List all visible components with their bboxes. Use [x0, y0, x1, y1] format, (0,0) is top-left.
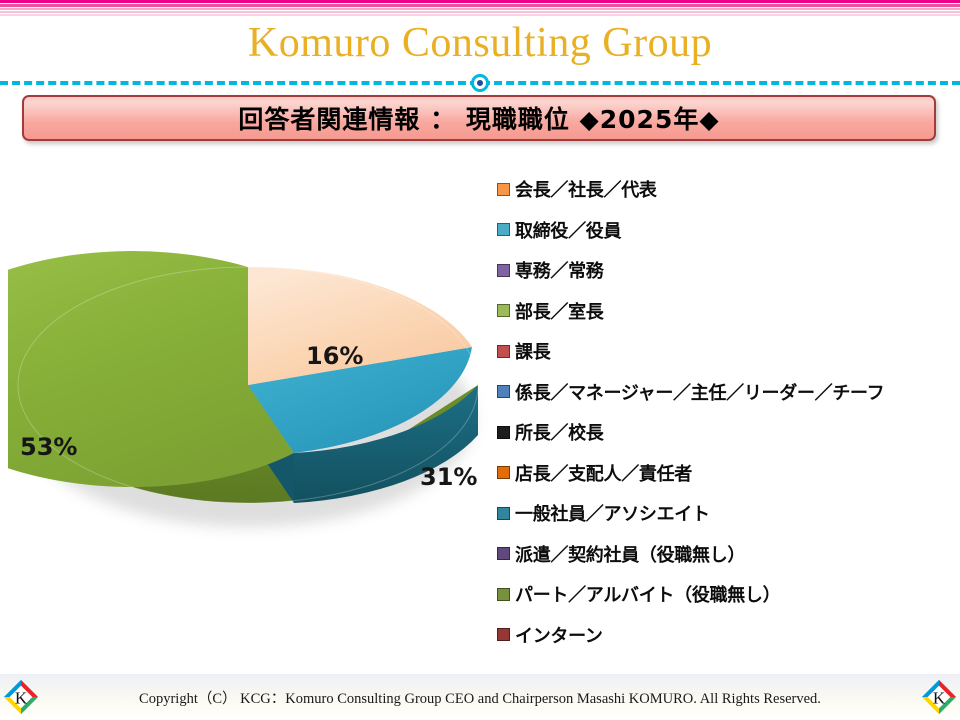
footer-bar: K Copyright（C） KCG：Komuro Consulting Gro… — [0, 674, 960, 720]
legend-label-1: 取締役／役員 — [515, 220, 622, 242]
legend-item-3[interactable]: 部長／室長 — [497, 291, 960, 332]
legend-item-5[interactable]: 係長／マネージャー／主任／リーダー／チーフ — [497, 372, 960, 413]
legend-swatch-icon-5 — [497, 385, 510, 399]
pie-slice-blue — [248, 347, 472, 453]
legend-label-10: パート／アルバイト（役職無し） — [515, 585, 781, 607]
legend-item-1[interactable]: 取締役／役員 — [497, 210, 960, 251]
legend-item-4[interactable]: 課長 — [497, 331, 960, 372]
chart-legend: 会長／社長／代表 取締役／役員 専務／常務 部長／室長 課長 係長／マネージャー… — [497, 169, 960, 655]
pie-label-31: 31% — [420, 463, 478, 491]
subtitle-banner-text: 回答者関連情報 ： 現職職位 ◆2025年◆ — [238, 105, 720, 134]
stripe-3 — [0, 8, 960, 10]
legend-item-0[interactable]: 会長／社長／代表 — [497, 169, 960, 210]
pie-chart-svg — [8, 251, 479, 504]
legend-swatch-icon-6 — [497, 425, 510, 439]
legend-swatch-icon-2 — [497, 263, 510, 277]
legend-label-5: 係長／マネージャー／主任／リーダー／チーフ — [515, 382, 885, 404]
legend-item-9[interactable]: 派遣／契約社員（役職無し） — [497, 534, 960, 575]
legend-item-7[interactable]: 店長／支配人／責任者 — [497, 453, 960, 494]
kcg-logo-right-icon: K — [921, 679, 957, 715]
legend-swatch-icon-0 — [497, 182, 510, 196]
bullseye-ornament-icon — [471, 74, 489, 92]
legend-label-7: 店長／支配人／責任者 — [515, 463, 692, 485]
svg-text:K: K — [933, 689, 946, 708]
legend-label-4: 課長 — [515, 342, 551, 364]
pie-label-16: 16% — [306, 342, 364, 370]
stripe-1 — [0, 0, 960, 3]
chart-area: 16% 31% 53% 会長／社長／代表 取締役／役員 専務／常務 部長／室長 — [0, 155, 960, 660]
stripe-4 — [0, 11, 960, 13]
legend-swatch-icon-11 — [497, 628, 510, 642]
legend-swatch-icon-4 — [497, 344, 510, 358]
pie-chart: 16% 31% 53% — [8, 235, 488, 555]
pie-slice-green — [8, 251, 294, 488]
legend-swatch-icon-8 — [497, 506, 510, 520]
legend-item-8[interactable]: 一般社員／アソシエイト — [497, 493, 960, 534]
legend-label-11: インターン — [515, 625, 603, 647]
legend-item-10[interactable]: パート／アルバイト（役職無し） — [497, 574, 960, 615]
legend-item-11[interactable]: インターン — [497, 615, 960, 656]
subtitle-banner: 回答者関連情報 ： 現職職位 ◆2025年◆ — [22, 95, 936, 141]
title-divider — [0, 72, 960, 94]
legend-label-6: 所長／校長 — [515, 423, 604, 445]
stripe-2 — [0, 4, 960, 7]
legend-item-2[interactable]: 専務／常務 — [497, 250, 960, 291]
svg-text:K: K — [15, 689, 28, 708]
legend-label-0: 会長／社長／代表 — [515, 180, 657, 202]
legend-label-8: 一般社員／アソシエイト — [515, 504, 710, 526]
pie-side-blue — [294, 385, 478, 503]
legend-swatch-icon-1 — [497, 223, 510, 237]
pie-label-53: 53% — [20, 433, 78, 461]
top-stripe-decoration — [0, 0, 960, 18]
legend-item-6[interactable]: 所長／校長 — [497, 412, 960, 453]
legend-label-3: 部長／室長 — [515, 301, 604, 323]
kcg-logo-left-icon: K — [3, 679, 39, 715]
legend-swatch-icon-7 — [497, 466, 510, 480]
legend-label-2: 専務／常務 — [515, 261, 604, 283]
page-title: Komuro Consulting Group — [247, 20, 713, 66]
pie-slice-peach — [248, 266, 472, 385]
legend-label-9: 派遣／契約社員（役職無し） — [515, 544, 746, 566]
legend-swatch-icon-10 — [497, 587, 510, 601]
stripe-5 — [0, 14, 960, 16]
legend-swatch-icon-9 — [497, 547, 510, 561]
copyright-text: Copyright（C） KCG：Komuro Consulting Group… — [139, 691, 821, 707]
legend-swatch-icon-3 — [497, 304, 510, 318]
